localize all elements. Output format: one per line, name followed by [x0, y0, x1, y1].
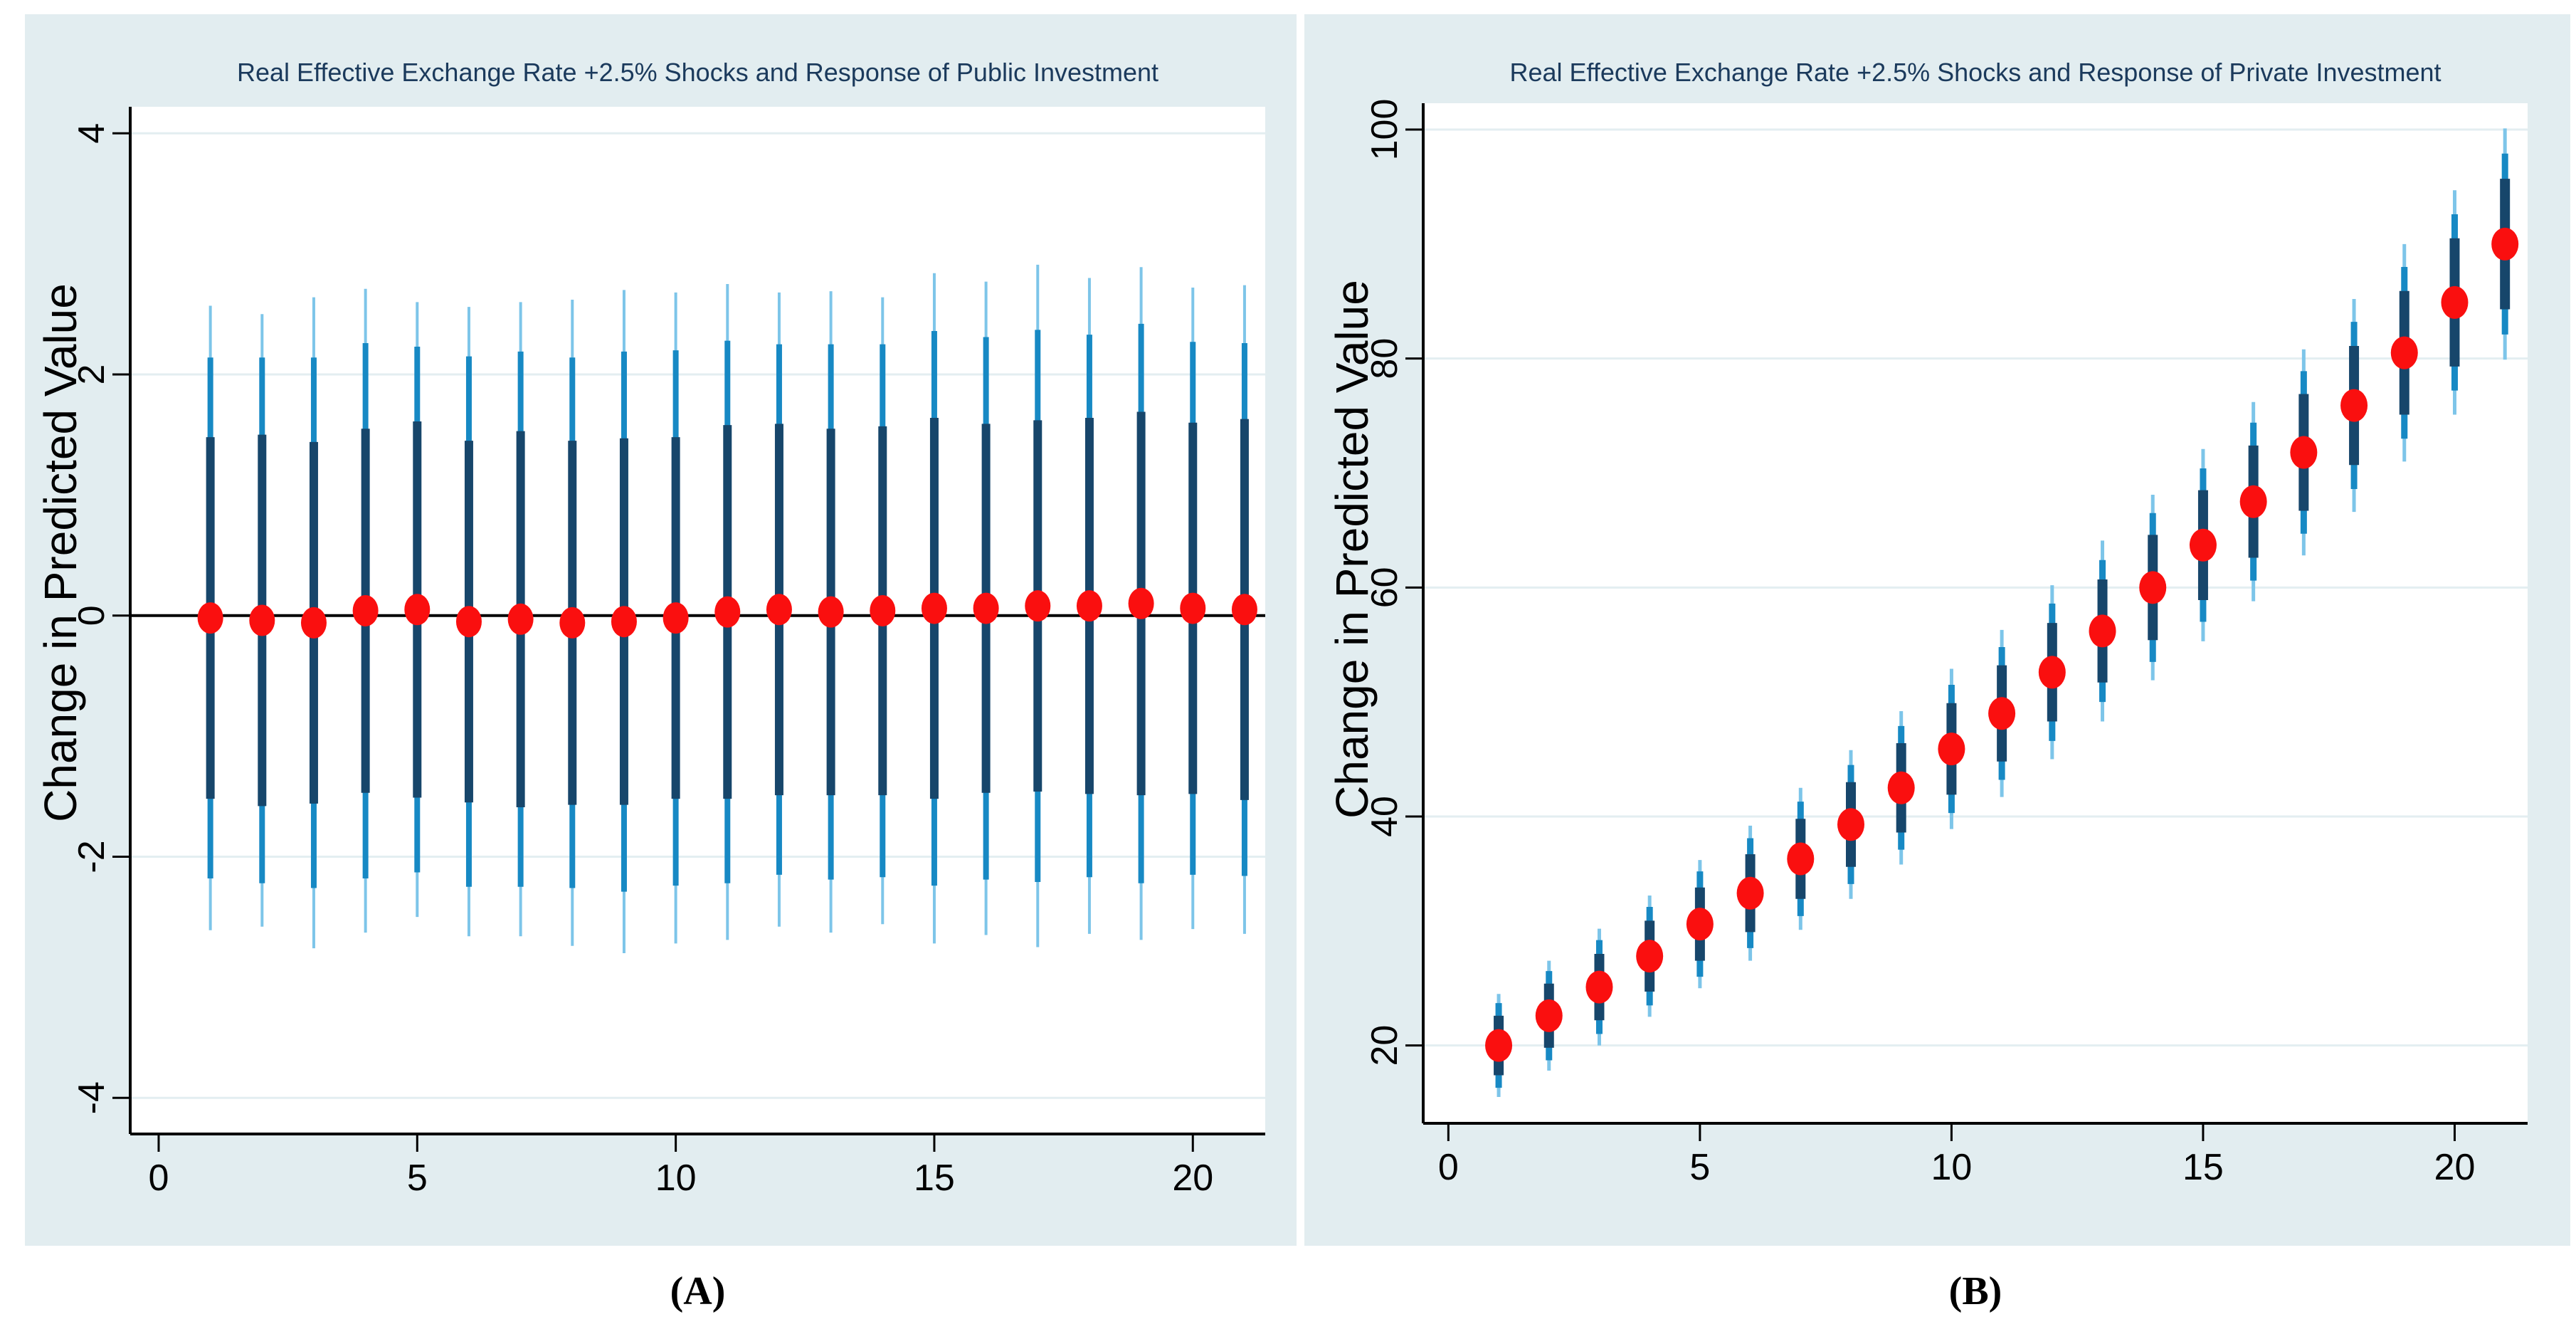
data-point-dot [973, 592, 999, 624]
data-point-dot [2139, 571, 2167, 604]
data-point-dot [663, 602, 689, 634]
x-tick-label: 0 [1438, 1147, 1459, 1188]
data-point-dot [1485, 1029, 1513, 1062]
data-point-dot [1887, 771, 1915, 804]
panel-a-public-investment: Real Effective Exchange Rate +2.5% Shock… [25, 14, 1297, 1246]
data-point-dot [1535, 999, 1563, 1032]
x-tick-label: 15 [2182, 1147, 2224, 1188]
x-tick-label: 15 [914, 1157, 955, 1199]
x-tick-label: 20 [2434, 1147, 2476, 1188]
panel-b-caption: (B) [1948, 1269, 2002, 1313]
data-point-dot [2441, 285, 2469, 319]
y-axis-title: Change in Predicted Value [35, 283, 86, 822]
data-point-dot [197, 602, 223, 634]
data-point-dot [559, 607, 586, 639]
data-point-dot [818, 596, 844, 628]
x-tick-label: 5 [407, 1157, 428, 1199]
data-point-dot [766, 594, 792, 626]
y-tick-label: 80 [1364, 338, 1405, 379]
panel-b-title: Real Effective Exchange Rate +2.5% Shock… [1509, 58, 2442, 87]
plot-area [130, 107, 1265, 1134]
data-point-dot [1636, 940, 1664, 973]
y-tick-label: 60 [1364, 567, 1405, 608]
y-tick-label: 100 [1364, 99, 1405, 161]
plot-area [1423, 103, 2528, 1123]
data-point-dot [1686, 908, 1714, 941]
data-point-dot [1128, 587, 1154, 619]
y-tick-label: 2 [71, 364, 112, 385]
data-point-dot [455, 606, 482, 638]
data-point-dot [611, 606, 637, 638]
data-point-dot [870, 594, 896, 626]
y-tick-label: 4 [71, 123, 112, 144]
data-point-dot [2239, 485, 2267, 518]
data-point-dot [1787, 842, 1815, 876]
x-tick-label: 5 [1689, 1147, 1710, 1188]
data-point-dot [1988, 697, 2016, 730]
data-point-dot [2340, 389, 2368, 422]
data-point-dot [1180, 592, 1206, 624]
x-tick-label: 10 [655, 1157, 697, 1199]
data-point-dot [1938, 732, 1965, 766]
data-point-dot [1736, 876, 1764, 910]
data-point-dot [921, 592, 947, 624]
y-axis-title: Change in Predicted Value [1326, 280, 1378, 819]
panel-b-chart-canvas: 100 80 60 40 20 0 5 10 15 20 Change in Predicted V… [1326, 99, 2528, 1188]
data-point-dot [1585, 970, 1613, 1004]
data-point-dot [1231, 594, 1257, 626]
y-tick-label: 20 [1364, 1025, 1405, 1066]
y-tick-label: 40 [1364, 796, 1405, 837]
y-tick-label: -4 [71, 1081, 112, 1114]
data-point-dot [249, 604, 275, 636]
data-point-dot [1076, 590, 1102, 622]
data-point-dot [352, 594, 379, 626]
data-point-dot [2189, 528, 2217, 562]
data-point-dot [2290, 436, 2318, 469]
data-point-dot [2089, 614, 2116, 648]
panel-a-title: Real Effective Exchange Rate +2.5% Shock… [236, 58, 1159, 87]
y-tick-label: 0 [71, 605, 112, 626]
data-point-dot [2390, 336, 2418, 369]
data-point-dot [1837, 808, 1865, 841]
data-point-dot [1025, 590, 1051, 622]
data-point-dot [507, 603, 534, 635]
x-tick-label: 0 [149, 1157, 169, 1199]
data-point-dot [2038, 656, 2066, 689]
x-tick-label: 20 [1172, 1157, 1213, 1199]
data-point-dot [2491, 227, 2519, 261]
data-point-dot [300, 607, 327, 639]
data-point-dot [404, 594, 431, 626]
panel-b-private-investment: Real Effective Exchange Rate +2.5% Shock… [1304, 14, 2570, 1246]
y-tick-label: -2 [71, 840, 112, 873]
x-tick-label: 10 [1931, 1147, 1972, 1188]
panel-a-caption: (A) [670, 1269, 726, 1313]
data-point-dot [714, 596, 741, 628]
